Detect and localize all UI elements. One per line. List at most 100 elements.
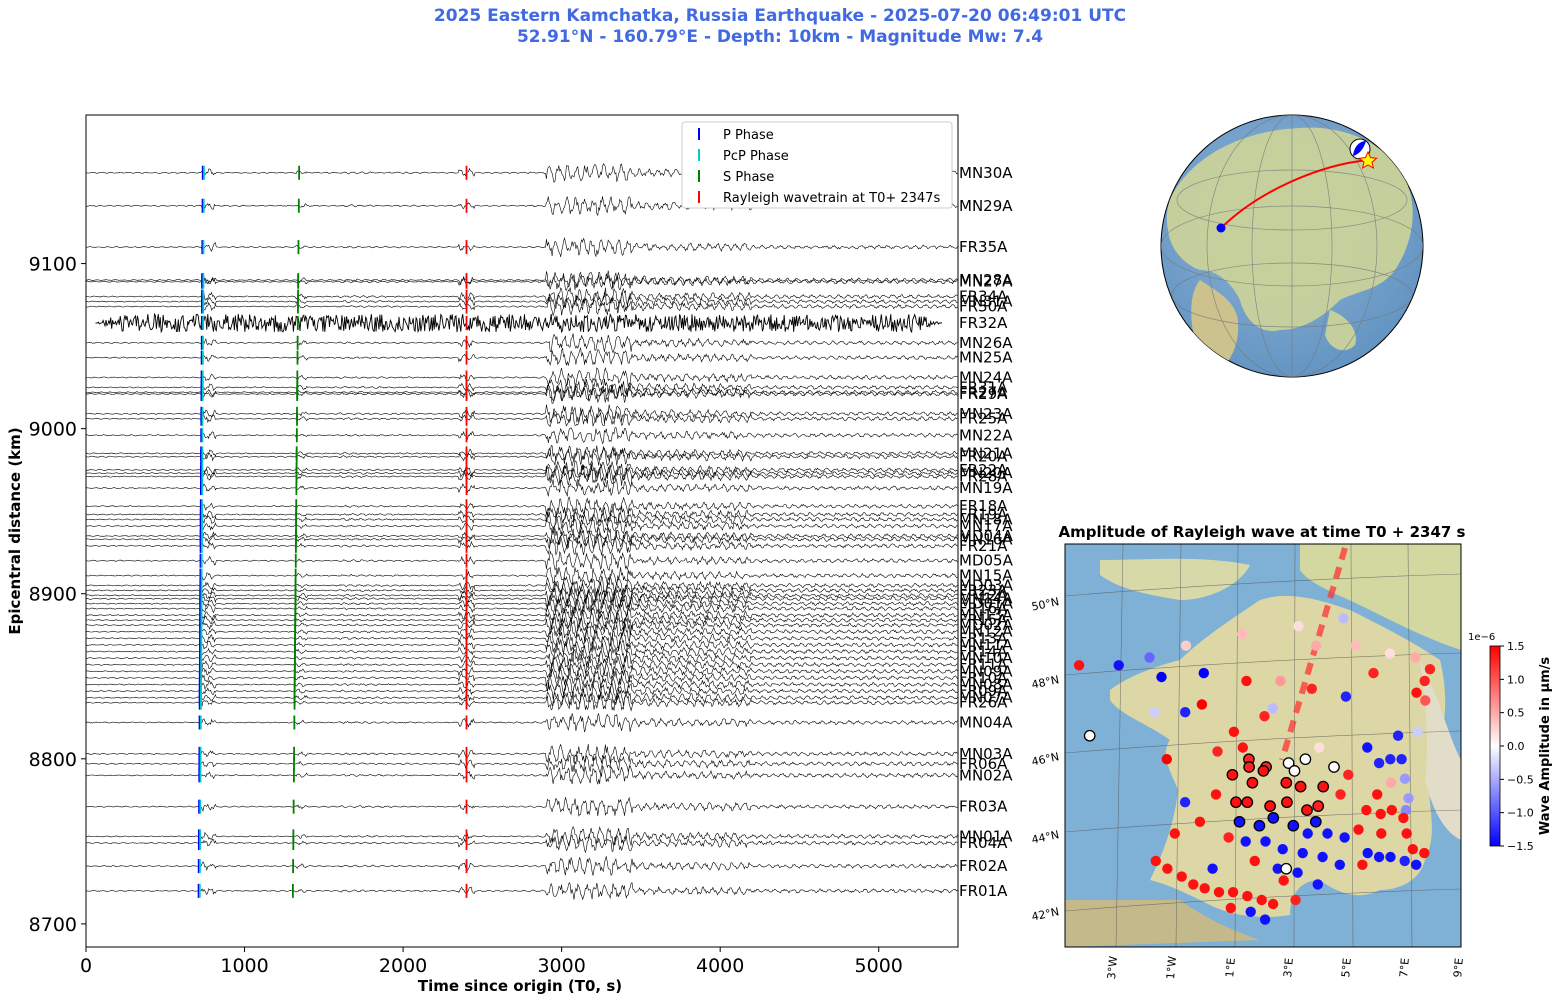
station-label: FR35A [959,238,1008,256]
y-tick-label: 8900 [29,584,77,606]
map-lon-label: 3°W [1105,955,1120,980]
legend-s-label: S Phase [723,170,774,185]
station-amplitude-point [1410,652,1421,663]
station-amplitude-point [1264,800,1276,812]
map-lat-label: 48°N [1030,673,1060,691]
station-label: MN02A [959,766,1013,784]
seismogram-trace [86,404,958,424]
station-label: MD01A [959,595,1014,613]
station-amplitude-point [1267,898,1279,910]
seismogram-trace [86,291,958,310]
station-amplitude-point [1396,754,1407,765]
station-amplitude-point [1243,761,1255,773]
station-amplitude-point [1340,691,1352,702]
figure-title-line1: 2025 Eastern Kamchatka, Russia Earthquak… [433,6,1127,26]
station-amplitude-point [1297,847,1308,859]
station-label: FR15A [959,611,1008,629]
seismogram-trace [86,511,958,530]
seismogram-trace [86,529,958,550]
seismogram-trace [86,640,958,661]
station-label: FR14A [959,643,1008,661]
station-amplitude-point [1353,824,1364,835]
map-lat-label: 50°N [1030,595,1060,613]
station-label: FR20A [959,448,1008,466]
station-amplitude-point [1188,879,1199,890]
station-label: MN21A [959,444,1013,462]
station-label: FR23A [959,581,1008,599]
station-amplitude-point [1362,742,1373,753]
station-label: MN01A [959,827,1013,845]
station-label: MN08A [959,676,1013,694]
station-label: FR12A [959,586,1008,604]
seismogram-trace [86,660,958,681]
station-amplitude-point [1420,695,1431,706]
station-label: MN10A [959,649,1013,667]
y-tick-label: 9100 [29,254,77,276]
station-amplitude-point [1385,851,1396,863]
station-amplitude-point [1226,768,1239,781]
wave-direction-arrow [1279,547,1348,761]
station-label: MN31A [959,293,1013,311]
station-amplitude-point [1180,640,1192,651]
station-amplitude-point [1317,851,1328,863]
station-label: MD03A [959,576,1014,594]
seismogram-trace [86,693,958,712]
seismogram-trace [86,426,958,445]
station-amplitude-point [1267,812,1280,824]
y-axis-label: Epicentral distance (km) [6,427,24,634]
station-label: MN22A [959,426,1013,444]
seismogram-trace [86,609,958,631]
map-lon-label: 3°E [1281,957,1296,978]
seismogram-trace [86,754,958,773]
station-amplitude-point [1162,863,1173,874]
seismogram-trace [86,271,958,291]
station-label: FR18A [959,497,1008,515]
legend-rayleigh-label: Rayleigh wavetrain at T0+ 2347s [723,191,940,206]
x-tick-label: 0 [80,955,92,977]
station-amplitude-point [1407,844,1419,855]
station-amplitude-point [1362,847,1373,859]
station-amplitude-point [1253,819,1266,832]
station-label: MN25A [959,349,1013,367]
station-amplitude-point [1180,707,1191,718]
station-label: FR32A [959,314,1008,332]
colorbar: 1e−6 1.5 1.0 0.5 0.0 −0.5 −1.0 −1.5 Wave Ampli… [1468,632,1553,853]
station-label: MN28A [959,271,1013,289]
station-amplitude-point [1241,796,1254,809]
station-amplitude-point [1398,812,1409,824]
legend-p-label: P Phase [723,128,774,143]
station-amplitude-point [1373,851,1385,863]
x-tick-label: 1000 [220,955,268,977]
station-amplitude-point [1401,828,1412,839]
station-label: MN30A [959,164,1013,182]
map-lon-label: 9°E [1451,957,1466,978]
station-amplitude-point [1245,906,1256,917]
colorbar-tick-label: 0.5 [1507,707,1525,720]
station-label: FR30A [959,297,1008,315]
station-amplitude-point [1237,742,1249,753]
globe-map [1160,114,1424,378]
station-amplitude-point [1282,757,1295,769]
station-amplitude-point [1309,815,1322,828]
station-label: FR22A [959,461,1008,479]
seismogram-trace [86,634,958,656]
station-amplitude-point [1249,855,1261,867]
station-label: MN15A [959,567,1013,585]
station-amplitude-point [1259,711,1270,722]
seismogram-trace [86,598,958,618]
station-amplitude-point [1237,628,1248,640]
station-label: FR03A [959,798,1008,816]
seismogram-trace [86,296,958,317]
station-amplitude-point [1412,726,1423,737]
map-lon-label: 5°E [1339,957,1354,978]
station-amplitude-point [1259,914,1271,925]
colorbar-tick-label: 1.0 [1507,673,1525,686]
seismogram-trace [86,382,958,402]
station-amplitude-point [1230,796,1242,809]
station-amplitude-point [1169,828,1181,839]
seismogram-trace [86,688,958,706]
station-amplitude-point [1357,859,1368,870]
seismogram-trace [86,586,958,605]
station-amplitude-point [1338,613,1349,624]
station-amplitude-point [1419,847,1430,859]
